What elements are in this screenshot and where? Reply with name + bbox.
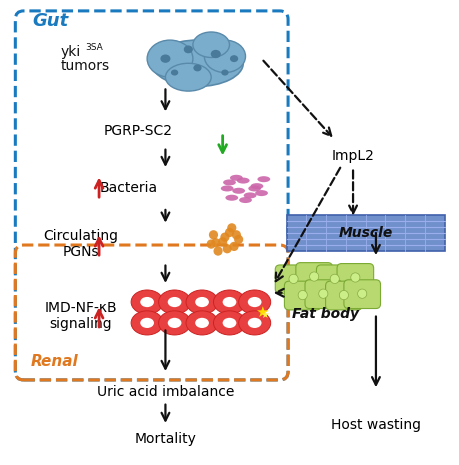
- Circle shape: [234, 235, 243, 244]
- Text: Host wasting: Host wasting: [331, 418, 421, 432]
- Text: tumors: tumors: [60, 59, 109, 73]
- Ellipse shape: [186, 290, 218, 314]
- Ellipse shape: [257, 176, 270, 182]
- Ellipse shape: [225, 195, 238, 201]
- Text: yki: yki: [60, 45, 80, 59]
- Ellipse shape: [213, 290, 246, 314]
- Circle shape: [358, 289, 367, 299]
- Ellipse shape: [193, 65, 202, 72]
- Ellipse shape: [223, 297, 236, 307]
- Ellipse shape: [184, 46, 193, 53]
- Text: Circulating
PGNs: Circulating PGNs: [43, 229, 118, 259]
- Ellipse shape: [160, 54, 170, 63]
- Circle shape: [330, 274, 339, 284]
- Ellipse shape: [186, 311, 218, 335]
- Ellipse shape: [221, 186, 234, 192]
- Ellipse shape: [195, 318, 209, 328]
- Ellipse shape: [248, 318, 262, 328]
- Text: Muscle: Muscle: [339, 226, 393, 240]
- FancyBboxPatch shape: [316, 265, 353, 294]
- Circle shape: [227, 223, 236, 232]
- Ellipse shape: [239, 197, 252, 203]
- Ellipse shape: [195, 297, 209, 307]
- Circle shape: [298, 291, 307, 300]
- Circle shape: [351, 273, 360, 282]
- Circle shape: [309, 272, 319, 281]
- Ellipse shape: [255, 190, 268, 196]
- Text: Fat body: Fat body: [292, 307, 359, 321]
- Ellipse shape: [230, 175, 243, 181]
- Ellipse shape: [168, 297, 181, 307]
- Text: ★: ★: [255, 305, 269, 320]
- FancyBboxPatch shape: [287, 215, 445, 251]
- Circle shape: [213, 246, 223, 256]
- Ellipse shape: [131, 311, 163, 335]
- Ellipse shape: [140, 297, 154, 307]
- Ellipse shape: [213, 311, 246, 335]
- Circle shape: [289, 274, 298, 284]
- Text: IMD-NF-κB
signaling: IMD-NF-κB signaling: [45, 301, 117, 331]
- Circle shape: [218, 237, 227, 246]
- Text: Renal: Renal: [30, 354, 78, 369]
- Circle shape: [207, 239, 216, 249]
- Text: Mortality: Mortality: [134, 432, 196, 446]
- Circle shape: [223, 244, 232, 253]
- Text: Gut: Gut: [33, 12, 69, 30]
- Ellipse shape: [204, 40, 246, 73]
- Ellipse shape: [140, 318, 154, 328]
- Ellipse shape: [237, 178, 250, 184]
- Ellipse shape: [131, 290, 163, 314]
- Text: Uric acid imbalance: Uric acid imbalance: [97, 385, 234, 399]
- Ellipse shape: [168, 318, 181, 328]
- Circle shape: [209, 230, 218, 239]
- Circle shape: [225, 228, 234, 237]
- Text: 3SA: 3SA: [85, 44, 103, 53]
- Ellipse shape: [223, 318, 236, 328]
- FancyBboxPatch shape: [285, 281, 321, 310]
- Ellipse shape: [223, 179, 236, 186]
- Ellipse shape: [147, 40, 193, 77]
- Ellipse shape: [244, 193, 257, 199]
- Text: ★: ★: [260, 310, 269, 319]
- Ellipse shape: [165, 63, 211, 91]
- Ellipse shape: [239, 311, 271, 335]
- Circle shape: [230, 242, 239, 251]
- Text: ImpL2: ImpL2: [331, 149, 375, 163]
- Circle shape: [319, 289, 328, 299]
- Circle shape: [232, 230, 241, 239]
- Ellipse shape: [193, 32, 230, 58]
- Ellipse shape: [221, 70, 229, 76]
- Circle shape: [339, 291, 348, 300]
- Ellipse shape: [232, 188, 245, 194]
- Text: PGRP-SC2: PGRP-SC2: [103, 124, 173, 138]
- FancyBboxPatch shape: [305, 280, 341, 309]
- Circle shape: [211, 238, 220, 247]
- FancyBboxPatch shape: [344, 280, 381, 309]
- Ellipse shape: [230, 55, 238, 62]
- FancyBboxPatch shape: [325, 281, 362, 310]
- Ellipse shape: [158, 311, 190, 335]
- Ellipse shape: [171, 70, 178, 76]
- Ellipse shape: [158, 290, 190, 314]
- Text: Bacteria: Bacteria: [100, 181, 158, 195]
- Ellipse shape: [152, 40, 243, 86]
- FancyBboxPatch shape: [275, 265, 312, 294]
- Ellipse shape: [248, 297, 262, 307]
- FancyBboxPatch shape: [296, 263, 332, 292]
- Ellipse shape: [251, 183, 263, 189]
- Circle shape: [220, 232, 230, 242]
- Ellipse shape: [211, 50, 221, 58]
- FancyBboxPatch shape: [337, 264, 374, 292]
- Ellipse shape: [248, 186, 261, 192]
- Ellipse shape: [239, 290, 271, 314]
